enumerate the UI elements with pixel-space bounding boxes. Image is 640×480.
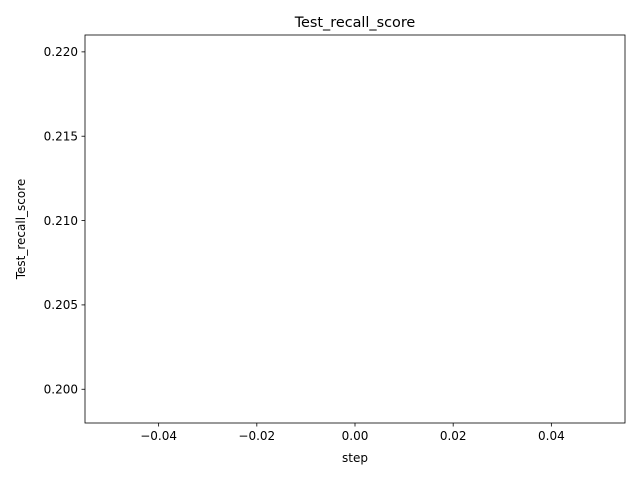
x-tick-label: 0.00 <box>342 429 369 443</box>
x-tick-label: −0.02 <box>238 429 275 443</box>
y-tick-label: 0.200 <box>44 383 78 397</box>
y-tick-label: 0.205 <box>44 298 78 312</box>
y-tick-label: 0.220 <box>44 45 78 59</box>
x-tick-label: −0.04 <box>140 429 177 443</box>
x-axis-label: step <box>342 451 368 465</box>
x-tick-label: 0.02 <box>440 429 467 443</box>
chart-title: Test_recall_score <box>294 15 416 31</box>
y-tick-label: 0.215 <box>44 130 78 144</box>
x-tick-label: 0.04 <box>538 429 565 443</box>
y-axis-label: Test_recall_score <box>14 179 28 281</box>
y-axis-ticks: 0.200 0.205 0.210 0.215 0.220 <box>44 45 85 397</box>
x-axis-ticks: −0.04 −0.02 0.00 0.02 0.04 <box>140 423 565 443</box>
y-tick-label: 0.210 <box>44 214 78 228</box>
